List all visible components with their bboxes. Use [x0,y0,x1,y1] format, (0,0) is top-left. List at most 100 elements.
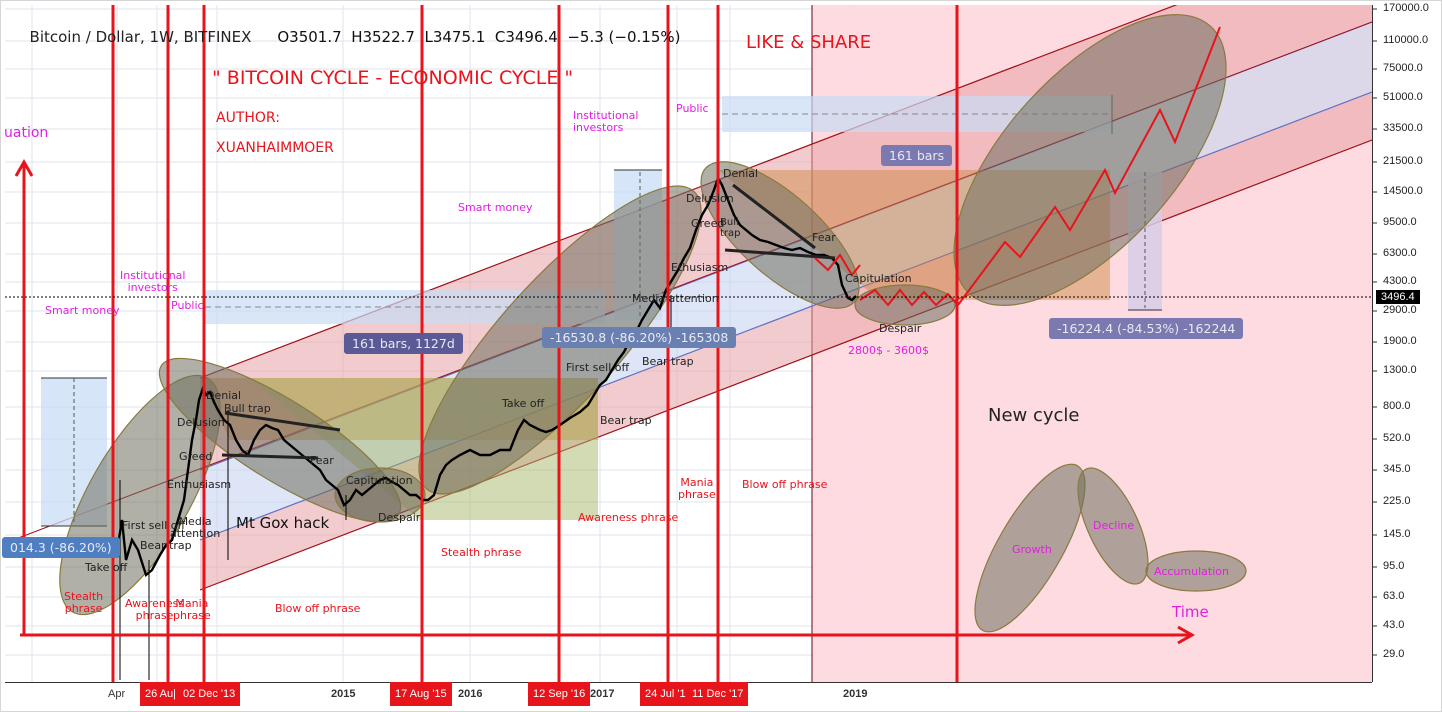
date-marker: 17 Aug '15 [390,682,452,706]
y-tick-label: 95.0 [1383,560,1405,572]
y-tick-label: 14500.0 [1383,185,1423,197]
y-tick-label: 43.0 [1383,619,1405,631]
stage-label: Media attention [632,292,719,305]
y-tick-label: 345.0 [1383,463,1411,475]
phase-label: Mania phrase [173,597,211,623]
smart-money-label: Smart money [45,304,120,317]
stage-label: Bear trap [140,539,192,552]
stage-label: First sell off [122,519,186,532]
trend-lines [221,183,836,460]
stage-label: Delusion [686,192,734,205]
public-label: Public [676,102,709,115]
stage-label: Denial [206,389,242,402]
y-tick-label: 63.0 [1383,590,1405,602]
stage-label: Media attention [170,515,221,541]
stage-label: Delusion [177,416,225,429]
growth-label: Growth [1012,543,1052,556]
y-tick-label: 1900.0 [1383,335,1417,347]
y-tick-label: 29.0 [1383,648,1405,660]
phase-label: Blow off phrase [275,602,361,615]
author-label: AUTHOR: [216,110,280,126]
y-tick-label: 33500.0 [1383,122,1423,134]
x-label-2019: 2019 [843,688,868,700]
stage-label: Capitulation [346,474,413,487]
stage-label: Bear trap [600,414,652,427]
stage-label: Take off [502,397,545,410]
y-ticks [1372,8,1377,656]
stage-label: Bull trap [224,402,271,415]
symbol-title: Bitcoin / Dollar, 1W, BITFINEX [29,28,252,46]
stage-label: Fear [812,231,836,244]
new-cycle-label: New cycle [988,405,1080,426]
date-marker: 12 Sep '16 [528,682,591,706]
stage-label: Despair [378,511,421,524]
measurement-badge[interactable]: -16530.8 (-86.20%) -165308 [542,327,737,348]
smart-money-label: Smart money [458,201,533,214]
y-tick-label: 9500.0 [1383,216,1417,228]
decline-label: Decline [1093,519,1135,532]
measurement-badge[interactable]: 161 bars, 1127d [344,333,463,354]
projection-arrows [814,26,1221,307]
stage-label: Greed [179,450,213,463]
public-label: Public [171,299,204,312]
stage-label: Greed [691,217,725,230]
valuation-label: uation [4,125,49,141]
wicks [119,295,672,680]
stage-label: Despair [879,322,922,335]
institutional-label: Institutional investors [120,269,186,295]
accumulation-label: Accumulation [1154,565,1229,578]
price-range-label: 2800$ - 3600$ [848,344,929,357]
stage-label: Capitulation [845,272,912,285]
author-name: XUANHAIMMOER [216,140,334,156]
measurement-badge[interactable]: 161 bars [881,145,953,166]
symbol-legend[interactable]: Bitcoin / Dollar, 1W, BITFINEX O3501.7 H3… [20,10,681,46]
y-tick-label: 1300.0 [1383,364,1417,376]
x-label-2017: 2017 [590,688,615,700]
y-tick-label: 110000.0 [1383,34,1429,46]
phase-label: Awareness phrase [578,511,679,524]
phase-label: Mania phrase [678,476,716,502]
stage-label: First sell off [566,361,630,374]
phase-label: Stealth phrase [441,546,522,559]
chart-title: " BITCOIN CYCLE - ECONOMIC CYCLE " [212,67,574,89]
stage-label: Fear [310,454,334,467]
phase-label: Blow off phrase [742,478,828,491]
y-tick-label: 6300.0 [1383,247,1417,259]
date-marker: 24 Jul '1 [640,682,691,706]
mt-gox-label: Mt Gox hack [236,514,330,532]
y-tick-label: 51000.0 [1383,91,1423,103]
like-share-text: LIKE & SHARE [746,32,872,53]
phase-label: Awareness phrase [125,597,185,623]
stage-label: Bear trap [642,355,694,368]
y-tick-label: 170000.0 [1383,2,1429,14]
price-series [116,175,857,578]
current-price-tag: 3496.4 [1376,290,1420,304]
y-tick-label: 21500.0 [1383,155,1423,167]
y-tick-label: 4300.0 [1383,275,1417,287]
institutional-label: Institutional investors [573,109,639,135]
y-tick-label: 2900.0 [1383,304,1417,316]
stage-label: Bull trap [720,217,741,239]
x-label-2016: 2016 [458,688,483,700]
x-label-apr: Apr [108,688,126,700]
ohlc-values: O3501.7 H3522.7 L3475.1 C3496.4 −5.3 (−0… [277,28,681,46]
x-label-2015: 2015 [331,688,356,700]
y-tick-label: 800.0 [1383,400,1411,412]
date-marker: 26 Au| [140,682,181,706]
measurement-badge[interactable]: -16224.4 (-84.53%) -162244 [1049,318,1244,339]
stage-label: Ethusiasm [671,261,729,274]
measurement-badge[interactable]: 014.3 (-86.20%) [2,537,120,558]
y-tick-label: 145.0 [1383,528,1411,540]
time-label: Time [1172,603,1209,621]
date-marker: 02 Dec '13 [178,682,241,706]
stage-label: Denial [723,167,759,180]
phase-label: Stealth phrase [64,590,104,616]
date-marker: 11 Dec '17 [687,682,749,706]
y-tick-label: 225.0 [1383,495,1411,507]
y-tick-label: 520.0 [1383,432,1411,444]
stage-label: Enthusiasm [167,478,232,491]
stage-label: Take off [85,561,128,574]
y-tick-label: 75000.0 [1383,62,1423,74]
